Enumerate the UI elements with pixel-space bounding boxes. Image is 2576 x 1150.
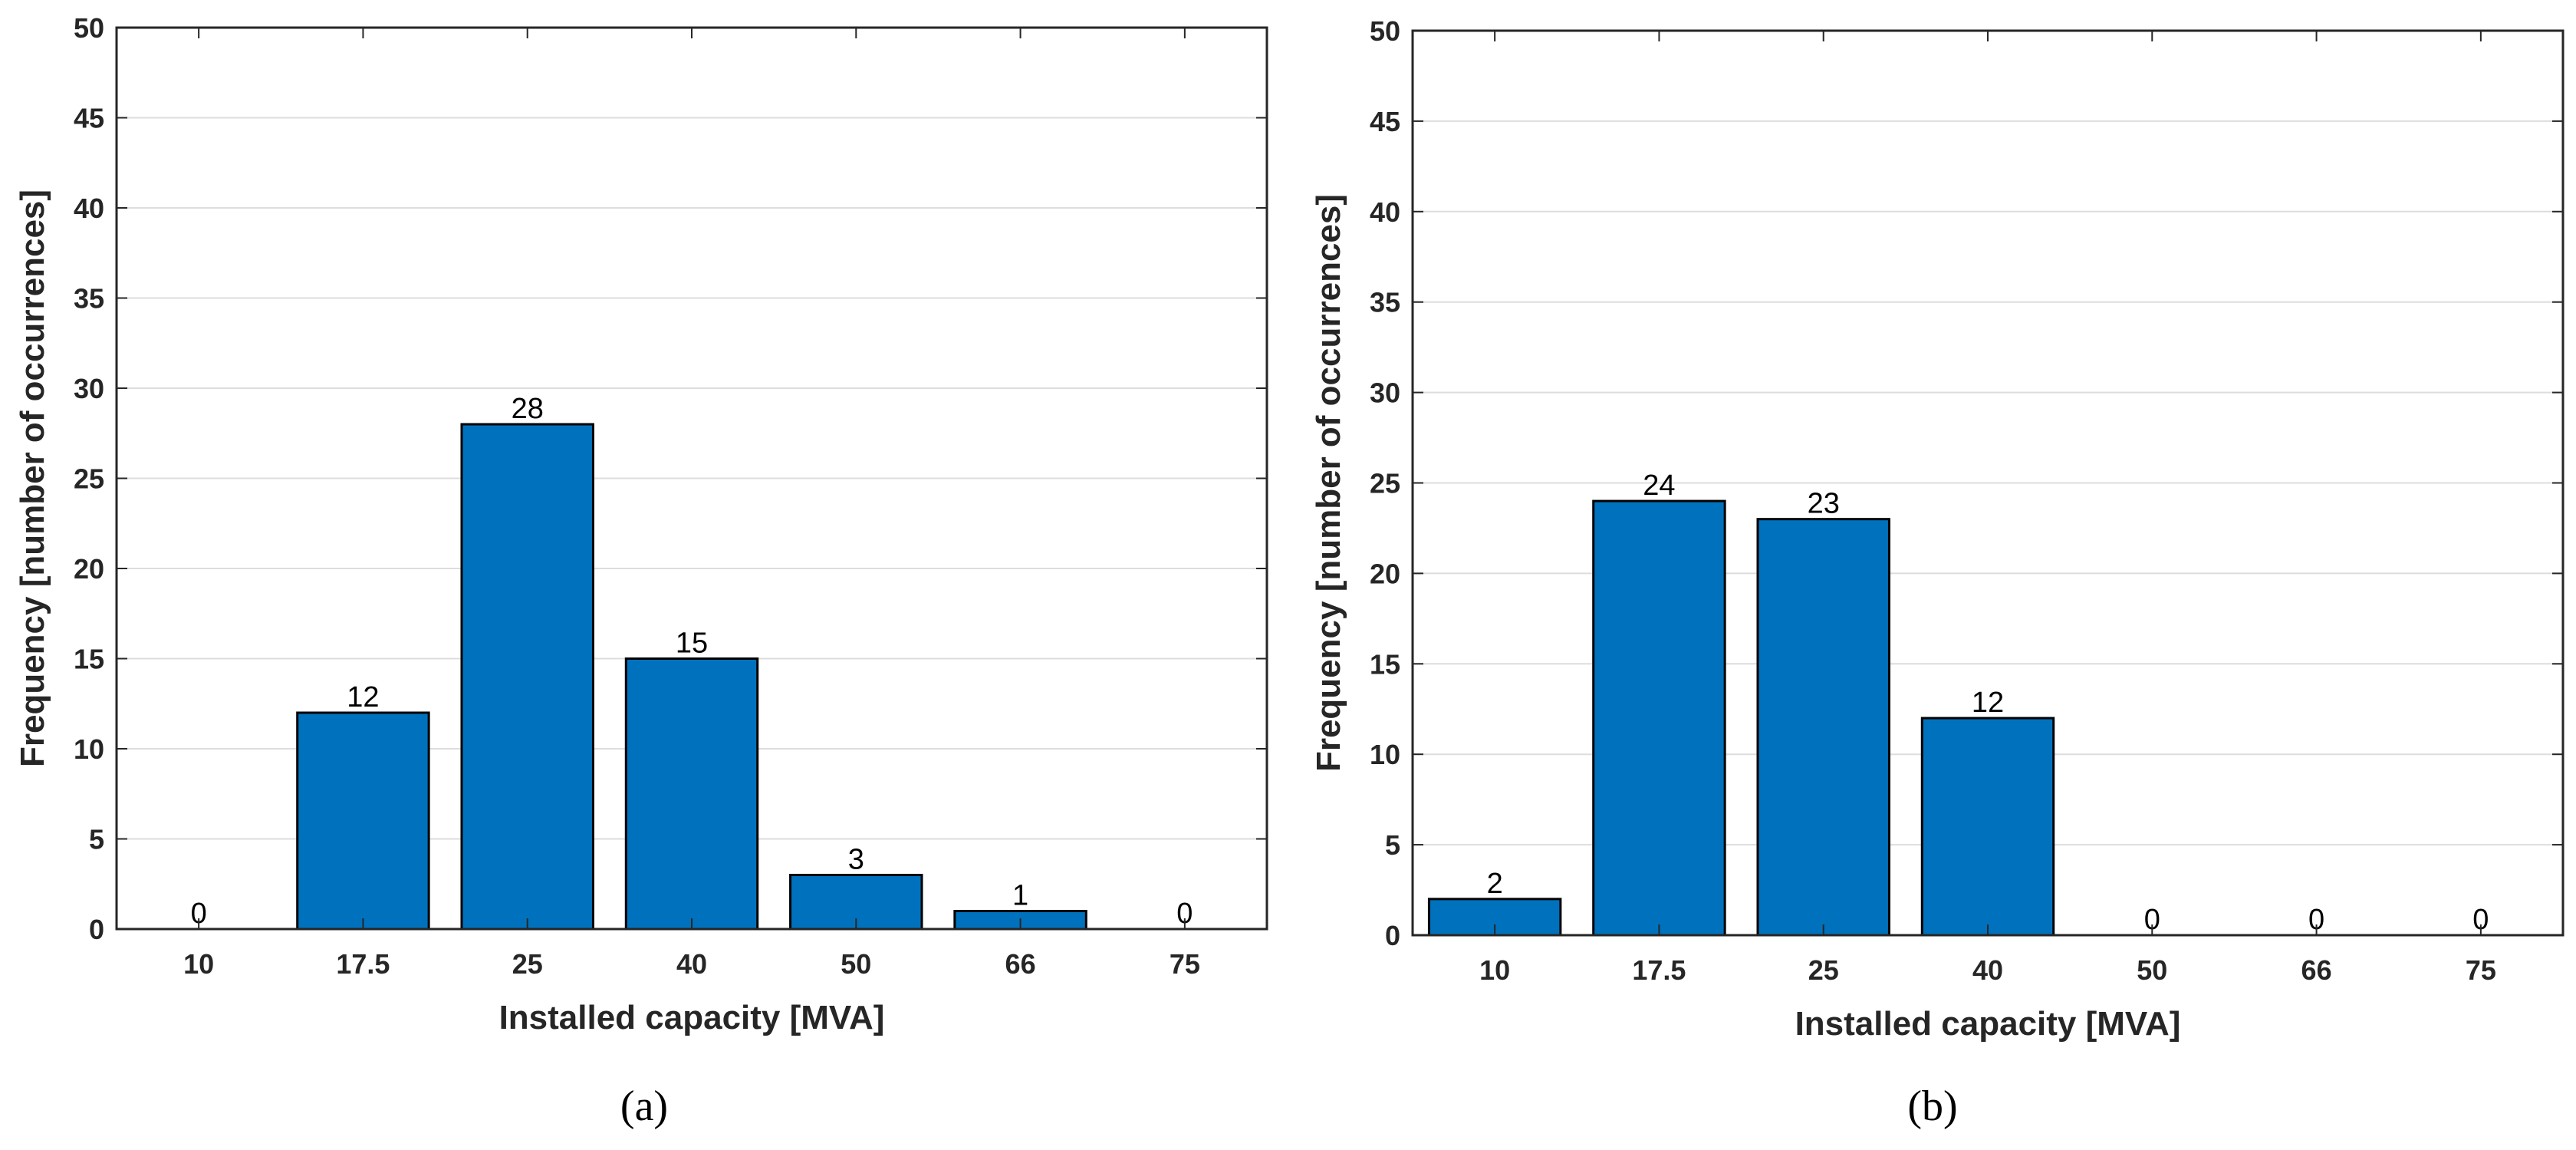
data-label: 0 [191,898,207,930]
y-tick-label: 5 [89,824,104,855]
x-tick-label: 40 [1972,954,2003,986]
y-tick-label: 0 [89,914,104,945]
panel-label: (a) [620,1082,668,1130]
y-tick-label: 40 [1370,196,1400,228]
data-label: 0 [2144,904,2160,936]
y-tick-label: 5 [1385,829,1400,861]
bar-40 [624,657,759,931]
data-label: 28 [512,393,544,425]
data-label: 0 [1176,898,1193,930]
data-label: 12 [1972,687,2004,719]
x-tick-label: 17.5 [1632,954,1686,986]
chart-panel-b: 0 5 10 15 20 25 30 35 40 45 50 2 10 24 17.5 23 25 12 40 0 50… [1310,15,2564,1130]
y-tick-label: 15 [1370,648,1400,680]
bar-40 [1920,717,2055,937]
bar-17.5 [1592,499,1726,937]
x-tick-label: 66 [1005,948,1036,980]
y-tick-label: 35 [1370,287,1400,318]
y-tick-label: 45 [1370,106,1400,137]
data-label: 0 [2308,904,2324,936]
x-tick-label: 75 [1170,948,1200,980]
x-axis-label: Installed capacity [MVA] [499,999,885,1036]
x-tick-label: 10 [1479,954,1510,986]
bar-17.5 [296,711,430,931]
y-tick-label: 30 [1370,377,1400,409]
y-axis-label: Frequency [number of occurrences] [14,189,51,767]
y-tick-label: 30 [74,373,104,404]
y-tick-label: 40 [74,193,104,224]
y-tick-label: 25 [1370,468,1400,499]
axes-box [115,26,1268,931]
data-label: 0 [2472,904,2489,936]
x-tick-label: 75 [2466,954,2496,986]
y-tick-label: 10 [74,733,104,765]
x-tick-label: 25 [1808,954,1839,986]
data-label: 2 [1487,868,1503,900]
data-label: 3 [848,844,864,876]
y-tick-label: 50 [74,12,104,44]
axes-box [1411,29,2564,937]
y-tick-label: 20 [1370,558,1400,589]
panel-label: (b) [1907,1082,1957,1130]
y-tick-label: 35 [74,283,104,315]
data-label: 23 [1808,488,1840,520]
x-tick-label: 50 [841,948,871,980]
y-tick-label: 25 [74,463,104,495]
y-tick-label: 10 [1370,739,1400,770]
x-tick-label: 17.5 [336,948,390,980]
x-tick-label: 40 [676,948,707,980]
y-tick-label: 15 [74,644,104,675]
y-tick-label: 0 [1385,920,1400,951]
x-tick-label: 10 [183,948,214,980]
chart-panel-a: 051015202530354045500101217.528251540350… [14,12,1268,1130]
data-label: 1 [1012,880,1028,912]
x-tick-label: 50 [2137,954,2167,986]
x-axis-label: Installed capacity [MVA] [1795,1005,2181,1043]
x-tick-label: 66 [2301,954,2332,986]
bar-25 [460,423,594,931]
y-tick-label: 45 [74,103,104,134]
y-tick-label: 50 [1370,15,1400,47]
y-axis-label: Frequency [number of occurrences] [1310,194,1347,772]
data-label: 24 [1643,470,1675,502]
y-tick-label: 20 [74,553,104,585]
bar-25 [1756,518,1890,937]
x-tick-label: 25 [512,948,543,980]
data-label: 12 [347,681,379,713]
data-label: 15 [676,628,708,660]
